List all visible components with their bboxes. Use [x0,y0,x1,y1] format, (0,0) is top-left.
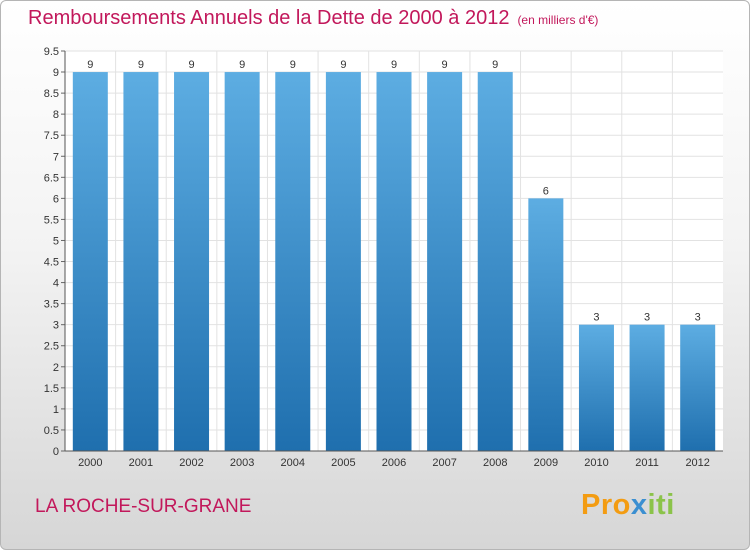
logo-part-pro: Pro [581,489,631,521]
y-tick-label: 6.5 [44,172,59,184]
x-tick-label: 2010 [584,457,608,469]
bar-2003 [224,72,260,451]
y-tick-label: 0.5 [44,425,59,437]
y-tick-label: 1.5 [44,383,59,395]
value-label-2005: 9 [340,59,346,71]
y-tick-label: 9 [53,67,59,79]
bar-2011 [629,324,665,451]
value-label-2007: 9 [442,59,448,71]
chart-unit: (en milliers d'€) [517,13,599,27]
x-tick-label: 2008 [483,457,507,469]
y-tick-label: 2.5 [44,341,59,353]
y-tick-label: 3.5 [44,299,59,311]
y-tick-label: 8 [53,109,59,121]
x-tick-label: 2006 [382,457,406,469]
y-tick-label: 4.5 [44,257,59,269]
x-tick-label: 2003 [230,457,254,469]
bar-2008 [477,72,513,451]
value-label-2008: 9 [492,59,498,71]
y-tick-label: 2 [53,362,59,374]
y-tick-label: 6 [53,193,59,205]
bar-2010 [578,324,614,451]
bar-2004 [275,72,311,451]
chart-title-text: Remboursements Annuels de la Dette de 20… [28,7,510,29]
y-tick-label: 3 [53,320,59,332]
x-tick-label: 2001 [129,457,153,469]
x-tick-label: 2012 [685,457,709,469]
logo-part-x: x [630,489,648,521]
x-tick-label: 2000 [78,457,102,469]
x-tick-label: 2009 [534,457,558,469]
y-tick-label: 5.5 [44,214,59,226]
x-tick-label: 2011 [635,457,659,469]
bar-2012 [680,324,716,451]
bar-2000 [72,72,108,451]
value-label-2001: 9 [138,59,144,71]
bar-2006 [376,72,412,451]
value-label-2012: 3 [695,312,701,324]
y-tick-label: 5 [53,235,59,247]
chart-title: Remboursements Annuels de la Dette de 20… [28,7,598,30]
value-label-2000: 9 [87,59,93,71]
x-tick-label: 2005 [331,457,355,469]
y-tick-label: 4 [53,278,59,290]
bar-2007 [427,72,463,451]
value-label-2006: 9 [391,59,397,71]
value-label-2004: 9 [290,59,296,71]
value-label-2003: 9 [239,59,245,71]
bar-2005 [325,72,361,451]
logo-part-iti: iti [647,489,675,521]
bar-2009 [528,198,564,451]
y-tick-label: 7 [53,151,59,163]
y-tick-label: 0 [53,446,59,458]
commune-name: LA ROCHE-SUR-GRANE [35,496,252,517]
y-tick-label: 7.5 [44,130,59,142]
value-label-2010: 3 [593,312,599,324]
y-tick-label: 1 [53,404,59,416]
value-label-2011: 3 [644,312,650,324]
proxiti-logo: Proxiti [581,489,675,522]
x-tick-label: 2007 [432,457,456,469]
value-label-2009: 6 [543,185,549,197]
y-tick-label: 8.5 [44,88,59,100]
x-tick-label: 2002 [179,457,203,469]
x-tick-label: 2004 [281,457,305,469]
bar-2001 [123,72,159,451]
value-label-2002: 9 [188,59,194,71]
y-tick-label: 9.5 [44,46,59,58]
bar-2002 [174,72,210,451]
